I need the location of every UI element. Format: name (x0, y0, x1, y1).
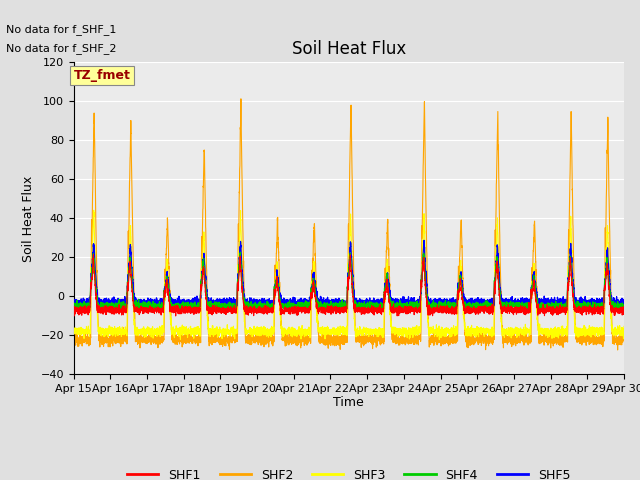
Text: No data for f_SHF_1: No data for f_SHF_1 (6, 24, 116, 35)
Text: TZ_fmet: TZ_fmet (74, 69, 131, 82)
Title: Soil Heat Flux: Soil Heat Flux (292, 40, 406, 58)
Text: No data for f_SHF_2: No data for f_SHF_2 (6, 43, 117, 54)
Legend: SHF1, SHF2, SHF3, SHF4, SHF5: SHF1, SHF2, SHF3, SHF4, SHF5 (122, 464, 575, 480)
Y-axis label: Soil Heat Flux: Soil Heat Flux (22, 175, 35, 262)
X-axis label: Time: Time (333, 396, 364, 408)
